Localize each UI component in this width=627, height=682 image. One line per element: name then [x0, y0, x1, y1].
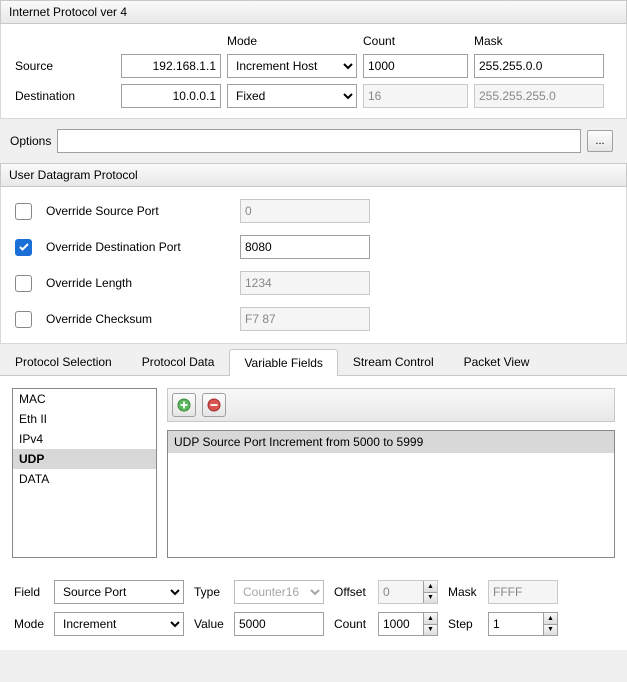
mask-label: Mask: [448, 585, 482, 599]
udp-section-body: Override Source Port Override Destination…: [0, 187, 627, 344]
ipv4-title: Internet Protocol ver 4: [9, 5, 127, 19]
mode-select[interactable]: Increment: [54, 612, 184, 636]
value-input[interactable]: [234, 612, 324, 636]
mode-label: Mode: [14, 617, 48, 631]
override-value-input: [240, 199, 370, 223]
protocol-item[interactable]: UDP: [13, 449, 156, 469]
type-label: Type: [194, 585, 228, 599]
udp-section-header: User Datagram Protocol: [0, 163, 627, 187]
col-mode: Mode: [227, 34, 357, 48]
protocol-item[interactable]: Eth II: [13, 409, 156, 429]
override-label: Override Source Port: [46, 204, 226, 218]
udp-row: Override Length: [1, 265, 626, 301]
protocol-item[interactable]: IPv4: [13, 429, 156, 449]
udp-row: Override Source Port: [1, 193, 626, 229]
ipv4-section-body: Mode Count Mask Source Increment Host De…: [0, 24, 627, 119]
options-ellipsis-button[interactable]: ...: [587, 130, 613, 152]
count-spinner[interactable]: ▲▼: [423, 613, 437, 635]
dest-mode-select[interactable]: Fixed: [227, 84, 357, 108]
variable-fields-panel: MACEth IIIPv4UDPDATA UDP Source Port Inc…: [0, 376, 627, 570]
offset-spinner[interactable]: ▲▼: [423, 581, 437, 603]
dest-ip-input[interactable]: [121, 84, 221, 108]
override-label: Override Destination Port: [46, 240, 226, 254]
rules-list[interactable]: UDP Source Port Increment from 5000 to 5…: [167, 430, 615, 558]
override-value-input: [240, 307, 370, 331]
col-count: Count: [363, 34, 468, 48]
field-label: Field: [14, 585, 48, 599]
source-ip-input[interactable]: [121, 54, 221, 78]
type-select: Counter16: [234, 580, 324, 604]
tab-packet-view[interactable]: Packet View: [449, 348, 545, 375]
udp-row: Override Destination Port: [1, 229, 626, 265]
remove-rule-button[interactable]: [202, 393, 226, 417]
source-mode-select[interactable]: Increment Host: [227, 54, 357, 78]
tab-variable-fields[interactable]: Variable Fields: [229, 349, 337, 376]
ipv4-section-header: Internet Protocol ver 4: [0, 0, 627, 24]
tab-protocol-data[interactable]: Protocol Data: [127, 348, 230, 375]
value-label: Value: [194, 617, 228, 631]
dest-label: Destination: [15, 89, 115, 103]
dest-mask-input: [474, 84, 604, 108]
field-editor-panel: Field Source Port Type Counter16 Offset …: [0, 570, 627, 650]
protocol-list[interactable]: MACEth IIIPv4UDPDATA: [12, 388, 157, 558]
tab-stream-control[interactable]: Stream Control: [338, 348, 449, 375]
udp-row: Override Checksum: [1, 301, 626, 337]
offset-label: Offset: [334, 585, 372, 599]
protocol-item[interactable]: DATA: [13, 469, 156, 489]
options-input[interactable]: [57, 129, 581, 153]
override-checkbox[interactable]: [15, 275, 32, 292]
rule-item[interactable]: UDP Source Port Increment from 5000 to 5…: [168, 431, 614, 453]
source-mask-input[interactable]: [474, 54, 604, 78]
udp-title: User Datagram Protocol: [9, 168, 138, 182]
source-count-input[interactable]: [363, 54, 468, 78]
tab-bar: Protocol SelectionProtocol DataVariable …: [0, 344, 627, 376]
options-row: Options ...: [0, 119, 627, 163]
override-value-input: [240, 271, 370, 295]
count-label: Count: [334, 617, 372, 631]
override-label: Override Checksum: [46, 312, 226, 326]
dest-count-input: [363, 84, 468, 108]
step-label: Step: [448, 617, 482, 631]
options-label: Options: [10, 134, 51, 148]
override-checkbox[interactable]: [15, 203, 32, 220]
protocol-item[interactable]: MAC: [13, 389, 156, 409]
rule-buttons-bar: [167, 388, 615, 422]
override-value-input[interactable]: [240, 235, 370, 259]
tab-protocol-selection[interactable]: Protocol Selection: [0, 348, 127, 375]
field-select[interactable]: Source Port: [54, 580, 184, 604]
minus-icon: [207, 398, 221, 412]
override-checkbox[interactable]: [15, 311, 32, 328]
step-spinner[interactable]: ▲▼: [543, 613, 557, 635]
add-rule-button[interactable]: [172, 393, 196, 417]
source-label: Source: [15, 59, 115, 73]
override-checkbox[interactable]: [15, 239, 32, 256]
plus-icon: [177, 398, 191, 412]
col-mask: Mask: [474, 34, 604, 48]
override-label: Override Length: [46, 276, 226, 290]
mask-input: [488, 580, 558, 604]
